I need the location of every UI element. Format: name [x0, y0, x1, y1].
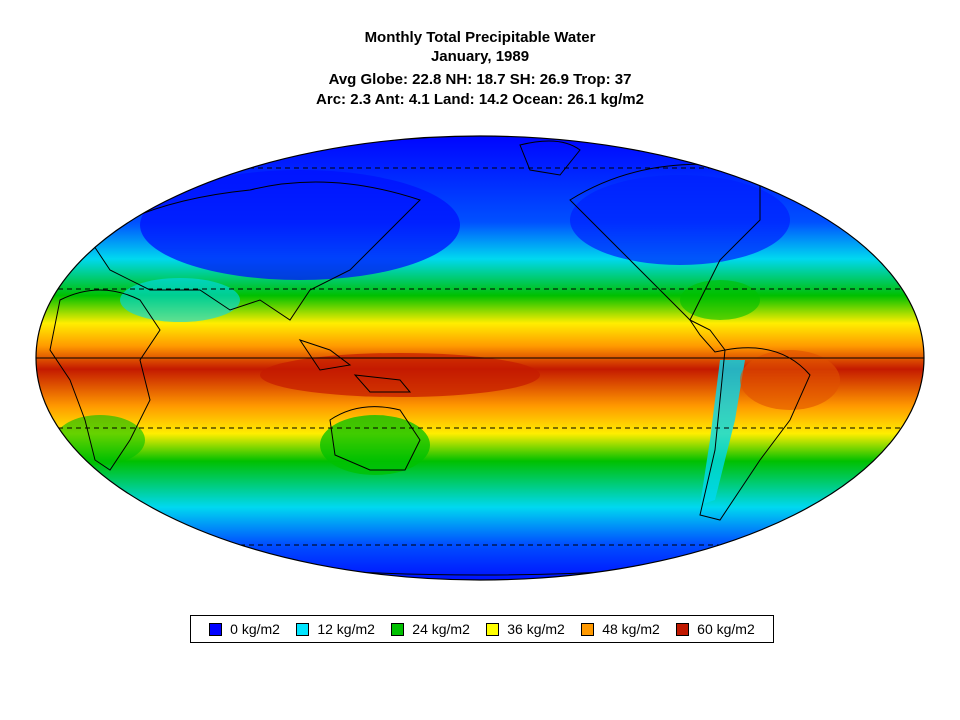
legend-item-36: 36 kg/m2	[486, 621, 565, 637]
legend-swatch-36	[486, 622, 500, 636]
legend-swatch-12	[296, 622, 310, 636]
legend-label-48: 48 kg/m2	[602, 621, 660, 637]
legend-item-12: 12 kg/m2	[296, 621, 375, 637]
map-outline	[35, 135, 925, 581]
legend-item-60: 60 kg/m2	[676, 621, 755, 637]
legend-label-0: 0 kg/m2	[230, 621, 280, 637]
color-legend: 0 kg/m2 12 kg/m2 24 kg/m2 36 kg/m2 48 kg…	[190, 615, 774, 643]
legend-swatch-24	[391, 622, 405, 636]
legend-label-36: 36 kg/m2	[507, 621, 565, 637]
legend-item-0: 0 kg/m2	[209, 621, 280, 637]
legend-swatch-0	[209, 622, 223, 636]
legend-label-12: 12 kg/m2	[317, 621, 375, 637]
map-field	[36, 136, 924, 580]
legend-item-24: 24 kg/m2	[391, 621, 470, 637]
graticule	[36, 167, 924, 546]
stats-line-1: Avg Globe: 22.8 NH: 18.7 SH: 26.9 Trop: …	[328, 71, 632, 88]
legend-label-60: 60 kg/m2	[697, 621, 755, 637]
map-subtitle: January, 1989	[430, 48, 530, 65]
stats-line-2: Arc: 2.3 Ant: 4.1 Land: 14.2 Ocean: 26.1…	[316, 91, 644, 108]
legend-label-24: 24 kg/m2	[412, 621, 470, 637]
legend-item-48: 48 kg/m2	[581, 621, 660, 637]
legend-swatch-60	[676, 622, 690, 636]
map-title: Monthly Total Precipitable Water	[364, 29, 596, 46]
legend-swatch-48	[581, 622, 595, 636]
